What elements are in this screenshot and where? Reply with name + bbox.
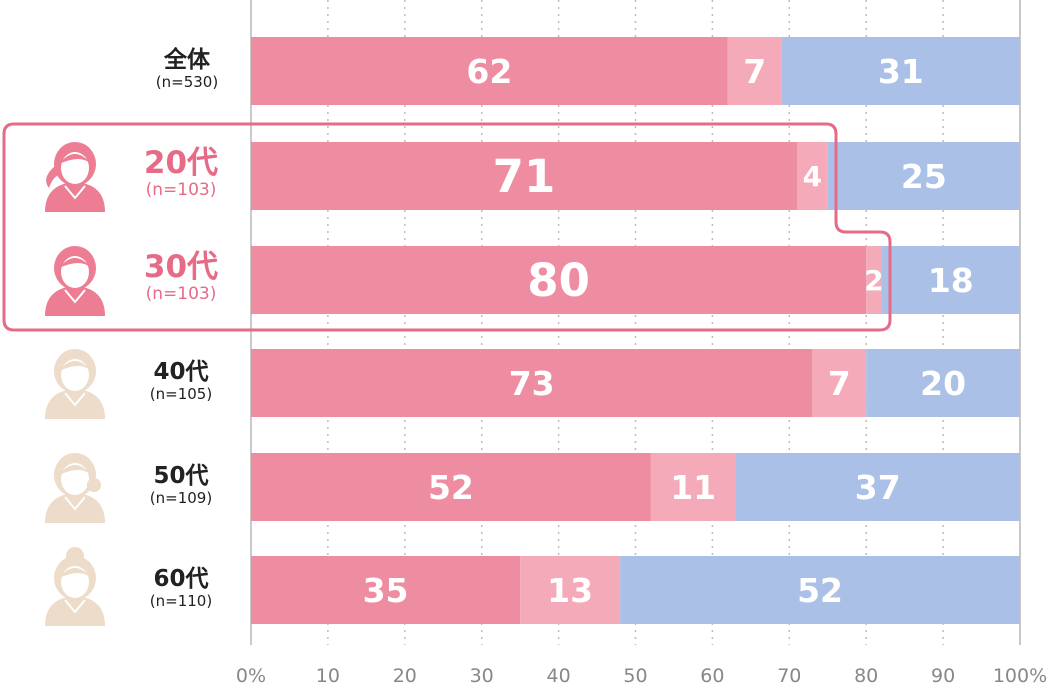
data-label: 62 bbox=[466, 52, 512, 91]
sample-size-label: (n=110) bbox=[149, 592, 213, 610]
category-label: 30代 bbox=[143, 249, 219, 285]
tick-label: 100% bbox=[993, 665, 1047, 687]
data-label: 18 bbox=[928, 261, 974, 300]
data-label: 7 bbox=[828, 364, 851, 403]
bar-segment bbox=[796, 142, 828, 210]
data-label: 37 bbox=[855, 468, 901, 507]
bar-segment bbox=[251, 349, 813, 417]
woman-30s-icon bbox=[45, 246, 105, 316]
woman-20s-icon bbox=[45, 142, 105, 212]
category-label: 60代 bbox=[153, 566, 209, 592]
row-label: 30代 (n=103) bbox=[106, 250, 256, 304]
highlight-frame bbox=[2, 122, 892, 332]
data-label: 71 bbox=[493, 150, 556, 203]
bar-segment bbox=[251, 556, 521, 624]
tick-label: 20 bbox=[393, 665, 417, 687]
tick-label: 80 bbox=[854, 665, 878, 687]
sample-size-label: (n=103) bbox=[145, 180, 217, 200]
data-label: 20 bbox=[920, 364, 966, 403]
tick-label: 70 bbox=[777, 665, 801, 687]
tick-label: 60 bbox=[700, 665, 724, 687]
bar-segment bbox=[727, 37, 782, 105]
bar-segment bbox=[251, 453, 651, 521]
row-label: 全体 (n=530) bbox=[112, 47, 262, 91]
row-label: 40代 (n=105) bbox=[106, 359, 256, 403]
tick-label: 10 bbox=[316, 665, 340, 687]
sample-size-label: (n=530) bbox=[155, 73, 219, 91]
bar-segment bbox=[812, 349, 867, 417]
grid-lines bbox=[250, 0, 1021, 645]
data-label: 2 bbox=[864, 264, 883, 297]
bar-segment bbox=[251, 142, 797, 210]
category-label: 40代 bbox=[153, 359, 209, 385]
data-label: 11 bbox=[670, 468, 716, 507]
row-label: 60代 (n=110) bbox=[106, 566, 256, 610]
x-axis-ticks: 0% 10 20 30 40 50 60 70 80 90 100% bbox=[236, 665, 1047, 687]
row-label: 20代 (n=103) bbox=[106, 146, 256, 200]
bar-segment bbox=[866, 246, 882, 314]
woman-40s-icon bbox=[45, 349, 105, 419]
bar-segment bbox=[781, 37, 1020, 105]
bar-segment bbox=[620, 556, 1020, 624]
category-label: 50代 bbox=[153, 463, 209, 489]
bar-segment bbox=[251, 37, 728, 105]
sample-size-label: (n=109) bbox=[149, 489, 213, 507]
row-label: 50代 (n=109) bbox=[106, 463, 256, 507]
data-label: 31 bbox=[878, 52, 924, 91]
tick-label: 50 bbox=[623, 665, 647, 687]
tick-label: 0% bbox=[236, 665, 266, 687]
woman-60s-icon bbox=[45, 547, 105, 626]
avatars bbox=[45, 142, 105, 626]
segment-labels: 62 7 31 71 4 25 80 2 18 73 7 20 52 11 37 35 13 52 bbox=[363, 52, 974, 610]
tick-label: 90 bbox=[931, 665, 955, 687]
data-label: 73 bbox=[509, 364, 555, 403]
data-label: 13 bbox=[547, 571, 593, 610]
tick-label: 40 bbox=[547, 665, 571, 687]
bar-segment bbox=[251, 246, 867, 314]
data-label: 52 bbox=[797, 571, 843, 610]
woman-50s-icon bbox=[45, 453, 105, 523]
data-label: 52 bbox=[428, 468, 474, 507]
bar-segment bbox=[827, 142, 1020, 210]
category-label: 20代 bbox=[143, 145, 219, 181]
tick-label: 30 bbox=[470, 665, 494, 687]
data-label: 80 bbox=[527, 254, 590, 307]
bar-segment bbox=[520, 556, 621, 624]
bar-segment bbox=[650, 453, 736, 521]
category-label: 全体 bbox=[164, 47, 210, 73]
sample-size-label: (n=103) bbox=[145, 284, 217, 304]
data-label: 35 bbox=[363, 571, 409, 610]
data-label: 25 bbox=[901, 157, 947, 196]
sample-size-label: (n=105) bbox=[149, 385, 213, 403]
data-label: 7 bbox=[743, 52, 766, 91]
bar-segment bbox=[881, 246, 1020, 314]
data-label: 4 bbox=[803, 160, 822, 193]
bars bbox=[251, 37, 1020, 624]
bar-segment bbox=[866, 349, 1020, 417]
bar-segment bbox=[735, 453, 1020, 521]
